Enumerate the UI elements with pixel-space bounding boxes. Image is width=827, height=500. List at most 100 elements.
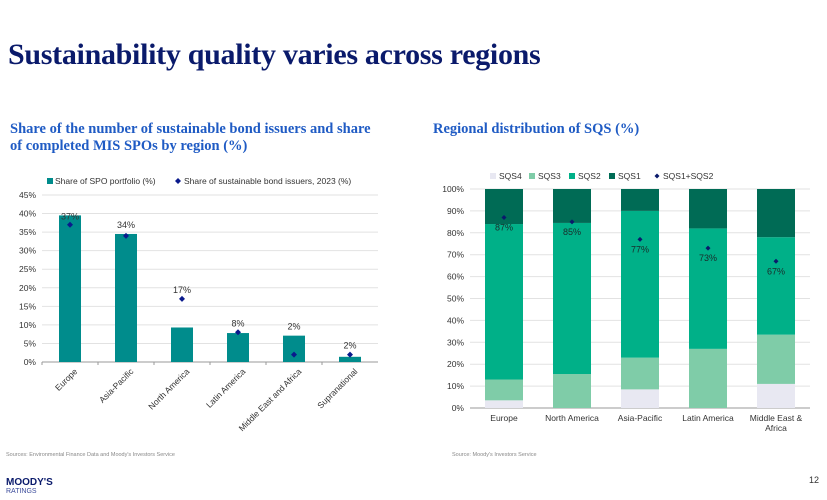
y-tick-label: 90% bbox=[447, 206, 464, 216]
moodys-logo: MOODY'S bbox=[6, 477, 53, 488]
legend-swatch-3 bbox=[609, 173, 615, 179]
x-tick-label: Supranational bbox=[315, 366, 359, 410]
data-label: 85% bbox=[563, 227, 581, 237]
bar-sqs1-3 bbox=[689, 189, 727, 229]
y-tick-label: 100% bbox=[442, 184, 464, 194]
bar-spo-4 bbox=[283, 335, 305, 362]
x-tick-label: North America bbox=[146, 366, 191, 411]
data-label: 87% bbox=[495, 222, 513, 232]
y-tick-label: 10% bbox=[447, 381, 464, 391]
x-tick-label: Asia-Pacific bbox=[97, 366, 136, 405]
bar-sqs4-0 bbox=[485, 400, 523, 408]
x-tick-label: Latin America bbox=[682, 413, 734, 423]
bar-spo-3 bbox=[227, 333, 249, 362]
marker-issuers-2 bbox=[179, 295, 185, 302]
page-title: Sustainability quality varies across reg… bbox=[8, 38, 541, 71]
y-tick-label: 0% bbox=[24, 357, 37, 367]
bar-sqs3-2 bbox=[621, 357, 659, 390]
y-tick-label: 25% bbox=[19, 264, 36, 274]
legend-label-spo: Share of SPO portfolio (%) bbox=[55, 176, 156, 186]
bar-sqs1-2 bbox=[621, 189, 659, 211]
x-tick-label: Europe bbox=[490, 413, 518, 423]
marker-sqs1-sqs2-4 bbox=[773, 258, 779, 264]
legend-label-4: SQS1+SQS2 bbox=[663, 171, 714, 181]
bar-sqs4-2 bbox=[621, 389, 659, 408]
y-tick-label: 10% bbox=[19, 320, 36, 330]
data-label: 77% bbox=[631, 244, 649, 254]
page-number: 12 bbox=[808, 475, 819, 485]
bar-spo-0 bbox=[59, 215, 81, 362]
marker-sqs1-sqs2-1 bbox=[569, 219, 575, 225]
x-tick-label: Europe bbox=[53, 366, 80, 393]
x-tick-label: North America bbox=[545, 413, 599, 423]
y-tick-label: 20% bbox=[19, 283, 36, 293]
legend-swatch-2 bbox=[569, 173, 575, 179]
bar-spo-1 bbox=[115, 233, 137, 362]
y-tick-label: 35% bbox=[19, 227, 36, 237]
bar-sqs3-4 bbox=[757, 334, 795, 384]
y-tick-label: 30% bbox=[19, 246, 36, 256]
x-tick-label: Latin America bbox=[204, 366, 248, 410]
left-chart-title: Share of the number of sustainable bond … bbox=[10, 121, 371, 154]
marker-issuers-1 bbox=[123, 232, 129, 239]
x-tick-label: Africa bbox=[765, 423, 787, 433]
y-tick-label: 30% bbox=[447, 337, 464, 347]
y-tick-label: 40% bbox=[19, 209, 36, 219]
right-chart-title: Regional distribution of SQS (%) bbox=[433, 121, 640, 137]
data-label: 17% bbox=[173, 285, 191, 295]
bar-spo-2 bbox=[171, 327, 193, 362]
legend-marker-4 bbox=[654, 173, 660, 179]
y-tick-label: 20% bbox=[447, 359, 464, 369]
bar-sqs2-1 bbox=[553, 222, 591, 375]
bar-sqs3-1 bbox=[553, 374, 591, 408]
y-tick-label: 5% bbox=[24, 338, 37, 348]
y-tick-label: 45% bbox=[19, 190, 36, 200]
marker-issuers-4 bbox=[291, 351, 297, 358]
x-tick-label: Asia-Pacific bbox=[618, 413, 663, 423]
data-label: 2% bbox=[343, 341, 356, 351]
legend-label-issuers: Share of sustainable bond issuers, 2023 … bbox=[184, 176, 351, 186]
marker-sqs1-sqs2-2 bbox=[637, 236, 643, 242]
marker-issuers-5 bbox=[347, 351, 353, 358]
y-tick-label: 60% bbox=[447, 272, 464, 282]
legend-swatch-0 bbox=[490, 173, 496, 179]
x-tick-label: Middle East and Africa bbox=[237, 366, 304, 433]
y-tick-label: 70% bbox=[447, 250, 464, 260]
marker-sqs1-sqs2-0 bbox=[501, 214, 507, 220]
bar-sqs2-4 bbox=[757, 237, 795, 335]
data-label: 34% bbox=[117, 220, 135, 230]
y-tick-label: 40% bbox=[447, 315, 464, 325]
legend-swatch-1 bbox=[529, 173, 535, 179]
y-tick-label: 80% bbox=[447, 228, 464, 238]
moodys-logo-subtitle: RATINGS bbox=[6, 488, 37, 495]
data-label: 2% bbox=[287, 322, 300, 332]
legend-marker-issuers bbox=[175, 178, 181, 184]
data-label: 67% bbox=[767, 266, 785, 276]
y-tick-label: 0% bbox=[452, 403, 465, 413]
bar-sqs1-1 bbox=[553, 189, 591, 223]
marker-issuers-3 bbox=[235, 329, 241, 336]
bar-sqs2-0 bbox=[485, 224, 523, 380]
right-chart-source: Source: Moody's Investors Service bbox=[452, 452, 537, 458]
legend-label-3: SQS1 bbox=[618, 171, 641, 181]
left-chart-source: Sources: Environmental Finance Data and … bbox=[6, 452, 175, 458]
bar-spo-5 bbox=[339, 356, 361, 362]
legend-swatch-spo bbox=[47, 178, 53, 184]
legend-label-0: SQS4 bbox=[499, 171, 522, 181]
x-tick-label: Middle East & bbox=[750, 413, 803, 423]
legend-label-1: SQS3 bbox=[538, 171, 561, 181]
bar-sqs3-3 bbox=[689, 348, 727, 408]
data-label: 37% bbox=[61, 211, 79, 221]
marker-issuers-0 bbox=[67, 221, 73, 228]
bar-sqs1-4 bbox=[757, 189, 795, 238]
marker-sqs1-sqs2-3 bbox=[705, 245, 711, 251]
bar-sqs3-0 bbox=[485, 379, 523, 401]
legend-label-2: SQS2 bbox=[578, 171, 601, 181]
data-label: 73% bbox=[699, 253, 717, 263]
y-tick-label: 50% bbox=[447, 294, 464, 304]
y-tick-label: 15% bbox=[19, 301, 36, 311]
bar-sqs2-2 bbox=[621, 210, 659, 358]
data-label: 8% bbox=[231, 318, 244, 328]
